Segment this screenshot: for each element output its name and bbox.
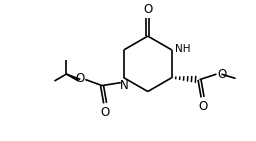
Text: N: N (119, 79, 128, 92)
Text: O: O (198, 100, 207, 113)
Text: O: O (217, 68, 227, 81)
Text: O: O (75, 72, 84, 85)
Text: O: O (143, 3, 152, 16)
Text: NH: NH (175, 44, 190, 54)
Text: O: O (101, 106, 110, 119)
